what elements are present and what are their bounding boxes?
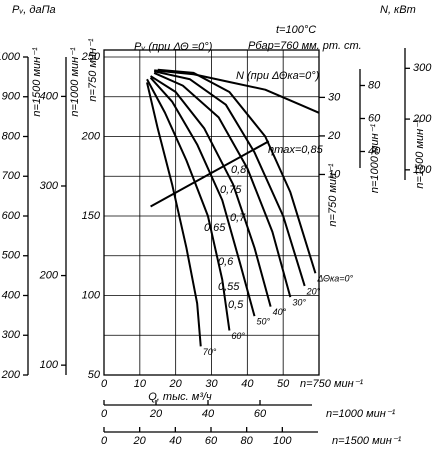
- speed-label: n=1000 мин⁻¹: [326, 408, 396, 420]
- curve-label: ΔΘка=0°: [316, 274, 353, 284]
- curve: [157, 68, 317, 274]
- tick-label: 900: [2, 91, 21, 103]
- power-label: N (при ΔΘка=0°): [236, 70, 320, 82]
- tick-label: 60: [368, 112, 381, 124]
- efficiency-label: 0,55: [218, 281, 240, 293]
- tick-label: 0: [101, 435, 108, 447]
- condition: Pбар=760 мм. рт. ст.: [248, 40, 362, 52]
- tick-label: 300: [2, 329, 21, 341]
- curve-label: 20°: [306, 286, 321, 296]
- y2-tick-label: 20: [327, 130, 341, 142]
- tick-label: 1000: [0, 51, 21, 63]
- y-tick-label: 200: [81, 130, 101, 142]
- curve: [149, 77, 256, 317]
- efficiency-label: 0,5: [228, 299, 244, 311]
- curve: [146, 82, 202, 347]
- tick-label: 200: [412, 113, 432, 125]
- y-tick-label: 150: [82, 210, 101, 222]
- tick-label: 100: [40, 359, 59, 371]
- y2-tick-label: 10: [328, 168, 341, 180]
- curve: [150, 140, 270, 208]
- efficiency-label: 0,7: [230, 212, 246, 224]
- curve-label: 60°: [231, 331, 245, 341]
- tick-label: 80: [368, 79, 381, 91]
- curve-label: 30°: [292, 297, 306, 307]
- efficiency-label: 0,65: [204, 222, 226, 234]
- curve: [146, 78, 231, 331]
- speed-label: n=1500 мин⁻¹: [332, 435, 402, 447]
- y2-tick-label: 30: [328, 91, 341, 103]
- tick-label: 500: [2, 250, 21, 262]
- tick-label: 200: [1, 369, 21, 381]
- tick-label: 40: [368, 145, 381, 157]
- tick-label: 20: [149, 408, 163, 420]
- tick-label: 300: [40, 180, 59, 192]
- tick-label: 200: [39, 269, 59, 281]
- tick-label: 400: [2, 289, 21, 301]
- speed-label: n=1500 мин⁻¹: [414, 119, 426, 189]
- tick-label: 40: [202, 408, 215, 420]
- y-tick-label: 250: [81, 51, 101, 63]
- x-tick-label: 0: [101, 378, 108, 390]
- y-tick-label: 100: [82, 289, 101, 301]
- curve-label: 50°: [257, 317, 271, 327]
- efficiency-label: 0,8: [231, 164, 247, 176]
- condition: t=100°C: [276, 24, 316, 36]
- x-label: Q, тыс. м³/ч: [148, 391, 212, 403]
- tick-label: 60: [254, 408, 267, 420]
- speed-label: n=750 мин⁻¹: [327, 163, 339, 226]
- speed-label: n=1000 мин⁻¹: [369, 124, 381, 194]
- speed-label: n=1000 мин⁻¹: [69, 47, 81, 117]
- x-tick-label: 40: [241, 378, 254, 390]
- efficiency-label: 0,75: [220, 184, 242, 196]
- tick-label: 800: [2, 130, 21, 142]
- x-tick-label: 30: [205, 378, 218, 390]
- curve: [154, 69, 320, 114]
- tick-label: 20: [133, 435, 147, 447]
- tick-label: 100: [273, 435, 292, 447]
- efficiency-max-label: ηmax=0,85: [268, 144, 324, 156]
- speed-label: n=750 мин⁻¹: [87, 38, 99, 101]
- x-tick-label: 50: [277, 378, 290, 390]
- pressure-label: Pᵥ (при ΔΘ =0°): [134, 41, 213, 53]
- tick-label: 40: [169, 435, 182, 447]
- tick-label: 60: [205, 435, 218, 447]
- y-tick-label: 50: [88, 369, 101, 381]
- tick-label: 0: [101, 408, 108, 420]
- tick-label: 80: [241, 435, 254, 447]
- speed-label: n=750 мин⁻¹: [300, 378, 363, 390]
- y-label: Pᵥ, даПа: [12, 4, 56, 16]
- tick-label: 600: [2, 210, 21, 222]
- y2-label: N, кВт: [380, 4, 416, 16]
- curve: [153, 70, 306, 287]
- tick-label: 100: [413, 164, 432, 176]
- efficiency-label: 0,6: [218, 256, 234, 268]
- curve-label: 40°: [273, 307, 287, 317]
- tick-label: 700: [2, 170, 21, 182]
- tick-label: 400: [40, 90, 59, 102]
- curve: [153, 71, 292, 298]
- x-tick-label: 10: [134, 378, 147, 390]
- curve-label: 70°: [203, 347, 217, 357]
- curve: [150, 75, 272, 307]
- tick-label: 300: [413, 62, 432, 74]
- x-tick-label: 20: [169, 378, 183, 390]
- speed-label: n=1500 мин⁻¹: [31, 47, 43, 117]
